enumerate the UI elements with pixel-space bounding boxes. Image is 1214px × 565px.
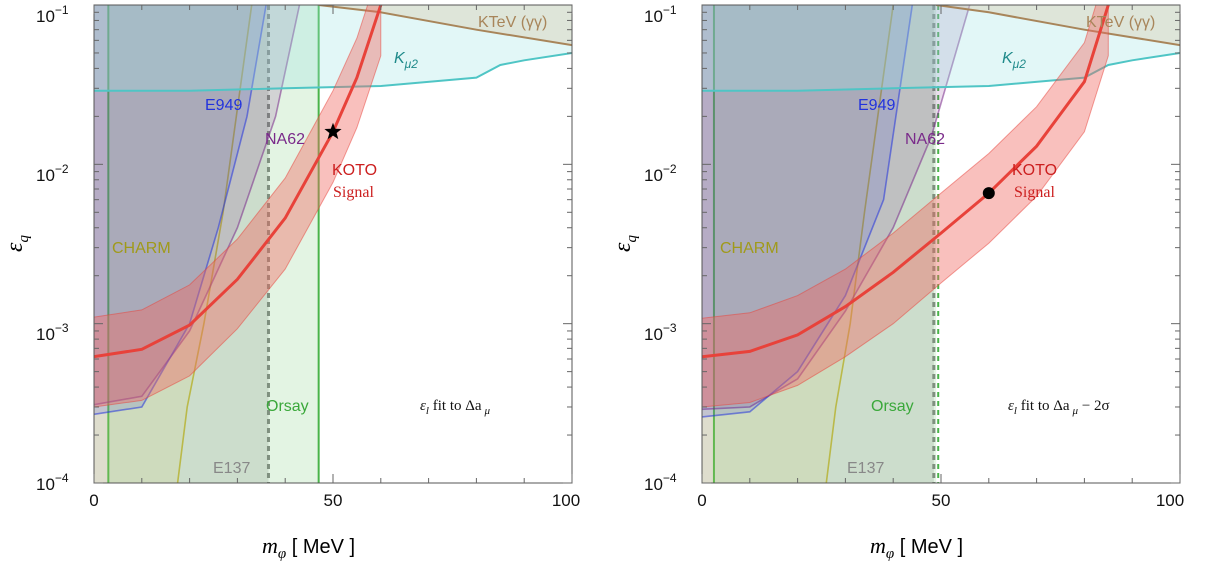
left-annotation: εl fit to Δa μ (420, 398, 491, 417)
right-minor-ticks (701, 5, 1181, 484)
left-charm-edge (176, 5, 253, 483)
left-panel: 10−1 10−2 10−3 10−4 0 50 100 mφ [ MeV ] … (2, 3, 580, 562)
left-label-e137: E137 (213, 460, 250, 477)
right-ytick-1e-4: 10−4 (644, 471, 677, 494)
left-koto-center (94, 5, 383, 359)
right-label-koto: KOTO (1012, 162, 1057, 179)
right-label-e137: E137 (847, 460, 884, 477)
left-label-e949: E949 (205, 97, 242, 114)
left-exclusion-regions (94, 5, 572, 483)
right-region-kmu2 (702, 5, 1180, 91)
right-label-e949: E949 (858, 97, 895, 114)
right-label-kmu2: Kμ2 (1002, 50, 1026, 71)
left-na62-edge (94, 5, 301, 406)
right-label-ktev: KTeV (γγ) (1086, 14, 1155, 31)
right-xtick-50: 50 (932, 491, 951, 510)
right-ktev-line (936, 5, 1180, 47)
left-ytick-1e-1: 10−1 (36, 3, 69, 26)
left-label-charm: CHARM (112, 240, 171, 257)
left-y-axis-title: εq (2, 235, 32, 252)
right-exclusion-regions (702, 5, 1180, 483)
left-xtick-0: 0 (89, 491, 98, 510)
right-xtick-0: 0 (697, 491, 706, 510)
right-e949-edge (702, 5, 914, 418)
right-label-signal: Signal (1014, 184, 1055, 201)
left-xtick-50: 50 (324, 491, 343, 510)
left-ytick-1e-3: 10−3 (36, 321, 69, 344)
left-label-kmu2: Kμ2 (394, 50, 418, 71)
left-benchmark-star (324, 122, 342, 140)
right-label-charm: CHARM (720, 240, 779, 257)
right-label-na62: NA62 (905, 131, 945, 148)
right-region-charm (702, 5, 894, 483)
left-label-na62: NA62 (265, 131, 305, 148)
right-region-na62 (702, 5, 970, 410)
right-panel: 10−1 10−2 10−3 10−4 0 50 100 mφ [ MeV ] … (610, 3, 1184, 562)
left-label-signal: Signal (333, 184, 374, 201)
left-label-koto: KOTO (332, 162, 377, 179)
right-ytick-1e-2: 10−2 (644, 162, 677, 185)
right-annotation: εl fit to Δa μ − 2σ (1008, 398, 1110, 417)
right-label-orsay: Orsay (871, 398, 914, 415)
left-region-na62 (94, 5, 300, 405)
left-label-orsay: Orsay (266, 398, 309, 415)
right-ytick-1e-1: 10−1 (644, 3, 677, 26)
left-ytick-1e-4: 10−4 (36, 471, 69, 494)
right-region-e949 (702, 5, 913, 417)
left-ktev-line (318, 5, 572, 47)
right-koto-band (702, 5, 1109, 408)
right-benchmark-dot (982, 187, 995, 200)
left-label-ktev: KTeV (γγ) (478, 14, 547, 31)
right-ytick-1e-3: 10−3 (644, 321, 677, 344)
right-xtick-100: 100 (1156, 491, 1184, 510)
left-ytick-1e-2: 10−2 (36, 162, 69, 185)
left-region-kmu2 (94, 5, 572, 91)
left-e949-edge (94, 5, 267, 416)
left-x-axis-title: mφ [ MeV ] (262, 533, 355, 562)
right-na62-edge (702, 5, 971, 411)
right-x-axis-title: mφ [ MeV ] (870, 533, 963, 562)
left-kmu2-line (94, 52, 572, 92)
right-charm-edge (825, 5, 894, 483)
left-koto-band (94, 5, 382, 408)
right-kmu2-line (702, 52, 1180, 92)
left-xtick-100: 100 (552, 491, 580, 510)
right-koto-center (702, 5, 1110, 359)
left-region-charm (94, 5, 252, 483)
right-region-orsay (713, 5, 937, 483)
left-minor-ticks (93, 5, 573, 484)
left-region-ktev (318, 5, 572, 46)
right-y-axis-title: εq (610, 235, 640, 252)
left-region-e949 (94, 5, 267, 415)
